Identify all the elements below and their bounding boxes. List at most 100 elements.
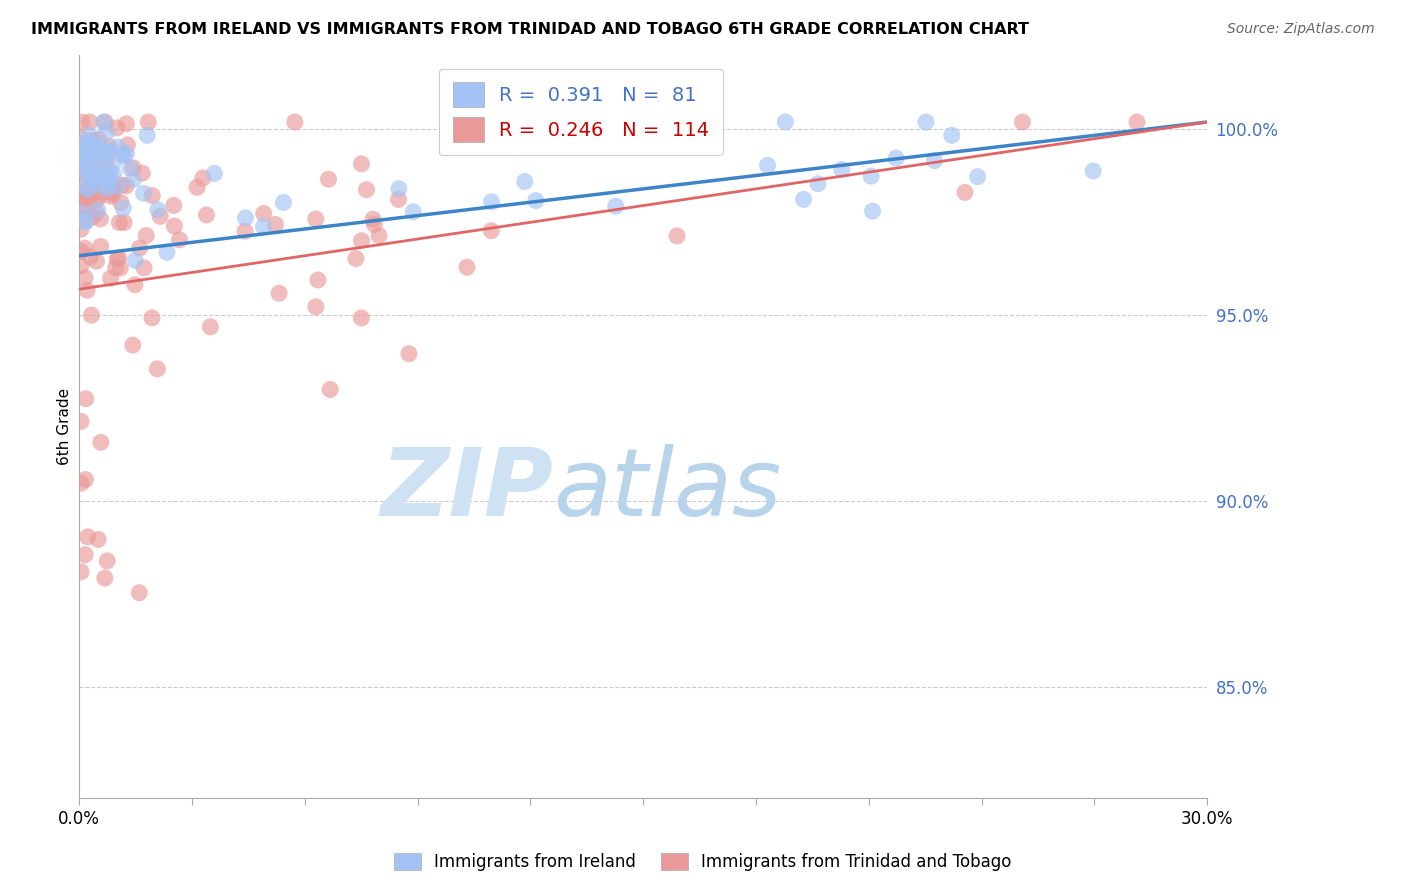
Point xyxy=(204,166,226,180)
Point xyxy=(70,206,93,220)
Point xyxy=(135,228,157,243)
Point xyxy=(94,115,117,129)
Point xyxy=(479,224,502,238)
Point xyxy=(90,163,112,178)
Point xyxy=(70,153,93,167)
Point xyxy=(70,149,93,163)
Point xyxy=(115,117,138,131)
Point xyxy=(344,252,367,266)
Point xyxy=(75,136,97,151)
Point xyxy=(73,188,96,202)
Point xyxy=(305,300,328,314)
Point xyxy=(82,134,104,148)
Point xyxy=(831,162,853,177)
Point xyxy=(89,212,111,227)
Text: atlas: atlas xyxy=(553,444,782,535)
Point xyxy=(87,192,110,206)
Point xyxy=(91,170,114,185)
Point xyxy=(363,218,385,232)
Point xyxy=(100,271,122,285)
Point xyxy=(84,206,107,220)
Point xyxy=(76,150,98,164)
Point xyxy=(76,283,98,297)
Point xyxy=(98,165,121,179)
Point xyxy=(186,180,208,194)
Point xyxy=(941,128,963,143)
Point xyxy=(318,172,340,186)
Point xyxy=(273,195,295,210)
Point xyxy=(89,174,111,188)
Point xyxy=(107,140,129,154)
Point xyxy=(350,310,373,325)
Point xyxy=(87,533,110,547)
Point xyxy=(96,554,118,568)
Point xyxy=(82,149,104,163)
Point xyxy=(97,145,120,160)
Point xyxy=(112,148,135,162)
Point xyxy=(128,241,150,255)
Point xyxy=(90,141,112,155)
Point xyxy=(387,192,409,206)
Point xyxy=(73,548,96,562)
Point xyxy=(75,141,97,155)
Point xyxy=(136,128,159,143)
Point xyxy=(253,206,276,220)
Point xyxy=(76,530,98,544)
Point xyxy=(77,204,100,219)
Point xyxy=(807,177,830,191)
Point xyxy=(513,174,536,188)
Point xyxy=(1011,115,1033,129)
Point xyxy=(75,392,97,406)
Point xyxy=(605,199,627,213)
Point xyxy=(156,245,179,260)
Point xyxy=(70,244,93,259)
Point xyxy=(86,203,108,218)
Point xyxy=(124,253,146,268)
Point xyxy=(100,189,122,203)
Point xyxy=(82,144,104,158)
Point xyxy=(70,222,93,236)
Point xyxy=(112,201,135,215)
Point xyxy=(79,169,101,183)
Point xyxy=(105,252,128,267)
Point xyxy=(112,215,135,229)
Point xyxy=(70,145,93,159)
Text: IMMIGRANTS FROM IRELAND VS IMMIGRANTS FROM TRINIDAD AND TOBAGO 6TH GRADE CORRELA: IMMIGRANTS FROM IRELAND VS IMMIGRANTS FR… xyxy=(31,22,1029,37)
Legend: Immigrants from Ireland, Immigrants from Trinidad and Tobago: Immigrants from Ireland, Immigrants from… xyxy=(387,845,1019,880)
Point xyxy=(131,166,153,180)
Point xyxy=(73,177,96,191)
Point xyxy=(104,260,127,275)
Point xyxy=(953,186,976,200)
Point xyxy=(70,131,93,145)
Point xyxy=(75,214,97,228)
Point xyxy=(94,571,117,585)
Point xyxy=(90,435,112,450)
Point xyxy=(398,347,420,361)
Point xyxy=(108,215,131,229)
Point xyxy=(103,155,125,169)
Point xyxy=(456,260,478,275)
Point xyxy=(91,151,114,165)
Point xyxy=(100,172,122,186)
Point xyxy=(107,179,129,194)
Point xyxy=(70,414,93,428)
Point xyxy=(100,186,122,200)
Point xyxy=(966,169,988,184)
Point xyxy=(924,153,946,168)
Point xyxy=(191,170,214,185)
Point xyxy=(70,565,93,579)
Point xyxy=(73,161,96,176)
Point xyxy=(141,310,163,325)
Point xyxy=(111,178,134,193)
Point xyxy=(105,120,128,135)
Point xyxy=(121,338,143,352)
Point xyxy=(70,198,93,212)
Point xyxy=(72,211,94,226)
Point xyxy=(97,177,120,191)
Point xyxy=(368,228,391,243)
Point xyxy=(93,115,115,129)
Point xyxy=(103,180,125,194)
Point xyxy=(80,308,103,322)
Point xyxy=(83,163,105,178)
Point xyxy=(284,115,307,129)
